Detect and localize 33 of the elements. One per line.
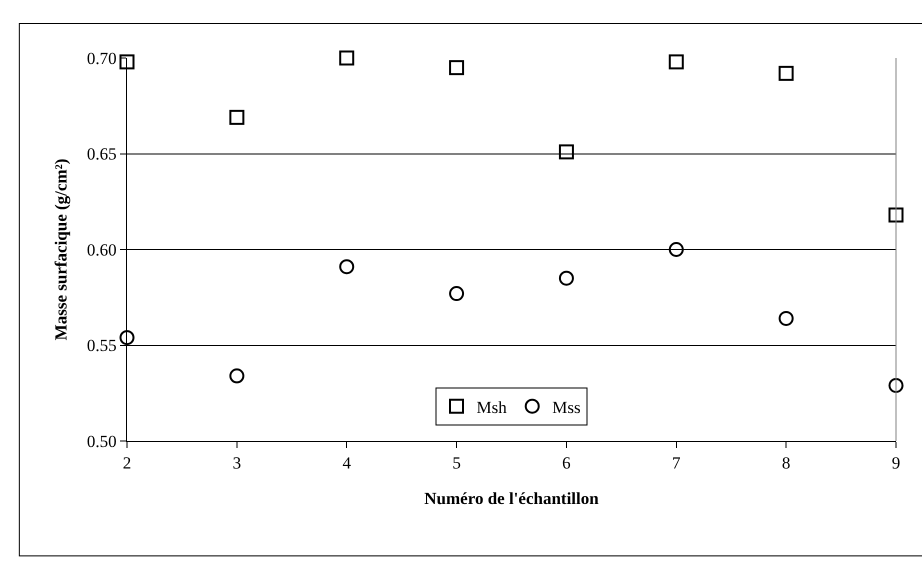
x-tick-label: 7 (672, 453, 682, 472)
point (339, 259, 354, 274)
y-tick-label: 0.70 (86, 48, 117, 68)
x-tick-label: 4 (342, 453, 352, 472)
point (668, 54, 684, 70)
y-tick-label: 0.60 (86, 240, 117, 260)
x-tick-label: 9 (892, 453, 900, 472)
y-axis-title: Masse surfacique (g/cm²) (51, 158, 70, 340)
legend-label: Mss (552, 398, 581, 417)
point (558, 270, 574, 286)
y-tick-label: 0.50 (86, 432, 117, 451)
y-tick-label: 0.65 (86, 144, 117, 164)
point (120, 330, 134, 346)
point (449, 60, 464, 76)
x-tick-label: 3 (232, 453, 242, 472)
point (668, 242, 684, 257)
point (120, 54, 134, 70)
point (558, 144, 574, 160)
y-tick-label: 0.55 (86, 336, 117, 356)
x-axis-title: Numéro de l'échantillon (424, 488, 600, 508)
point (229, 110, 244, 125)
point (778, 66, 794, 81)
point (778, 310, 794, 326)
x-tick-label: 6 (562, 453, 571, 472)
point (449, 286, 464, 302)
point (888, 208, 904, 223)
x-tick-label: 2 (122, 453, 132, 472)
x-tick-label: 5 (452, 453, 461, 472)
point (229, 368, 244, 384)
x-tick-label: 8 (782, 453, 790, 472)
point (339, 50, 354, 66)
legend-label: Msh (476, 398, 508, 417)
point (888, 378, 904, 393)
